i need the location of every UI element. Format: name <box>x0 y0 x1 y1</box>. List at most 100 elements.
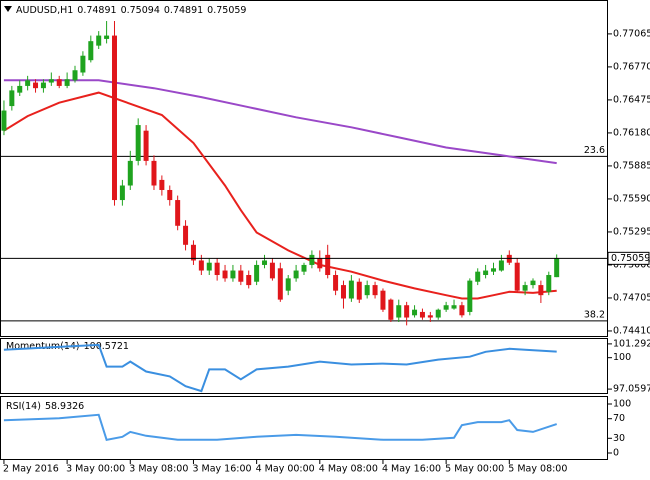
candle-body <box>135 125 141 161</box>
menu-arrow <box>4 6 12 12</box>
indicator-value: 58.9326 <box>45 401 84 412</box>
fib-label: 23.6 <box>584 145 605 156</box>
y-tick-label: 100 <box>613 352 631 363</box>
x-tick-label: 4 May 16:00 <box>382 464 441 475</box>
candle-body <box>104 35 110 39</box>
y-tick-label: 0.75000 <box>613 259 650 270</box>
candle-body <box>427 315 433 318</box>
current-price-label: 0.75059 <box>611 253 650 264</box>
y-tick-label: 70 <box>613 413 625 424</box>
candle-body <box>206 262 212 271</box>
candle-body <box>9 90 15 107</box>
rsi-title: RSI(14) 58.9326 <box>6 401 84 412</box>
y-tick-label: 30 <box>613 433 625 444</box>
y-tick-label: 0.76475 <box>613 94 650 105</box>
open-value: 0.74891 <box>77 5 116 16</box>
candle-body <box>198 260 204 271</box>
x-tick-label: 3 May 00:00 <box>66 464 125 475</box>
high-value: 0.75094 <box>121 5 160 16</box>
candle-body <box>25 80 31 86</box>
rsi-panel <box>0 396 608 460</box>
x-tick-label: 2 May 2016 <box>3 464 59 475</box>
candle-body <box>356 281 362 300</box>
candle-body <box>475 271 481 282</box>
candle-body <box>380 290 386 310</box>
candle-body <box>33 82 39 89</box>
candle-body <box>396 305 402 318</box>
candle-body <box>56 79 62 86</box>
candle-body <box>1 110 7 131</box>
y-tick-label: 0.74705 <box>613 292 650 303</box>
candle-body <box>530 280 536 286</box>
candle-body <box>554 258 560 278</box>
x-tick-label: 4 May 00:00 <box>256 464 315 475</box>
candle-body <box>301 264 307 272</box>
candle-body <box>435 309 441 318</box>
candle-body <box>190 244 196 261</box>
y-tick-label: 0.75590 <box>613 193 650 204</box>
candle-body <box>538 285 544 296</box>
candle-body <box>48 79 54 83</box>
candle-body <box>293 270 299 279</box>
indicator-name: Momentum(14) <box>6 341 80 352</box>
candle-body <box>72 70 78 81</box>
symbol: AUDUSD,H1 <box>16 5 73 16</box>
candle-body <box>269 262 275 279</box>
indicator-line <box>3 343 557 393</box>
candle-body <box>277 268 283 300</box>
candle-body <box>246 275 252 286</box>
candle-body <box>459 305 465 316</box>
main-panel <box>0 0 608 337</box>
indicator-name: RSI(14) <box>6 401 41 412</box>
candle-body <box>167 189 173 201</box>
indicator-line <box>3 413 558 441</box>
y-tick-label: 0.75295 <box>613 226 650 237</box>
candle-body <box>404 305 410 318</box>
y-tick-label: 0.74410 <box>613 325 650 336</box>
candle-body <box>333 275 339 291</box>
candle-body <box>183 225 189 245</box>
candle-body <box>222 270 228 279</box>
candle-body <box>309 254 315 265</box>
candle-body <box>546 275 552 292</box>
candle-body <box>17 85 23 93</box>
candle-body <box>88 41 94 61</box>
candle-body <box>285 278 291 291</box>
candle-body <box>127 160 133 186</box>
y-tick-label: 0.76180 <box>613 127 650 138</box>
candle-body <box>214 262 220 276</box>
y-tick-label: 0.75885 <box>613 160 650 171</box>
x-tick-label: 5 May 00:00 <box>445 464 504 475</box>
candle-body <box>80 55 86 73</box>
candle-body <box>388 299 394 320</box>
indicator-value: 100.5721 <box>84 341 129 352</box>
momentum-title: Momentum(14) 100.5721 <box>6 341 129 352</box>
moving-average <box>3 79 557 165</box>
candle-body <box>348 280 354 299</box>
y-tick-label: 100 <box>613 399 631 410</box>
candle-body <box>467 280 473 312</box>
candle-body <box>498 260 504 271</box>
candle-body <box>119 185 125 201</box>
momentum-panel <box>0 338 608 394</box>
candle-body <box>111 35 117 201</box>
low-value: 0.74891 <box>164 5 203 16</box>
candle-body <box>96 35 102 46</box>
y-tick-label: 97.0597 <box>613 384 650 395</box>
candle-body <box>230 270 236 279</box>
candle-body <box>372 285 378 296</box>
candle-body <box>262 260 268 265</box>
current-price-box <box>607 251 650 265</box>
y-tick-label: 0.76770 <box>613 61 650 72</box>
candle-body <box>443 305 449 310</box>
candle-body <box>364 285 370 296</box>
close-value: 0.75059 <box>207 5 246 16</box>
candle-body <box>522 285 528 291</box>
candle-body <box>514 262 520 291</box>
candle-body <box>412 309 418 316</box>
candle-body <box>317 258 323 269</box>
candle-body <box>64 79 70 86</box>
candle-body <box>419 311 425 318</box>
